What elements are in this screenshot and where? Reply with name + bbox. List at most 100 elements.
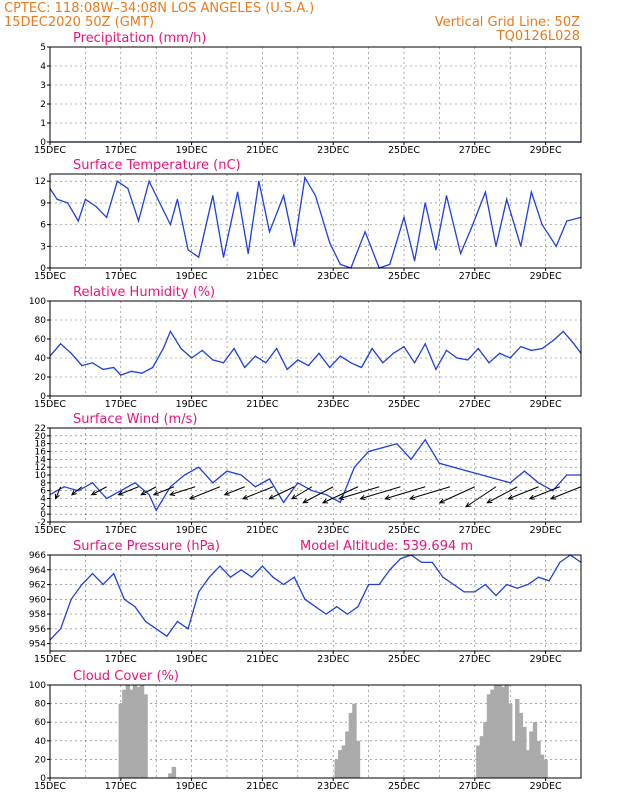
data-point [169,330,171,332]
cloud-bar [529,731,534,778]
wind-vector-head [338,495,345,501]
data-point [414,260,416,262]
x-tick-label: 23DEC [317,271,349,282]
header-location: CPTEC: 118:08W–34:08N LOS ANGELES (U.S.A… [4,1,314,16]
y-tick-label: 956 [29,625,46,635]
y-tick-label: -2 [37,518,46,528]
wind-vector [140,486,157,496]
cloud-bar [493,685,499,778]
x-tick-label: 17DEC [105,399,137,410]
wind-vector-shaft [291,486,313,500]
x-tick-label: 21DEC [246,145,278,156]
wind-vector [302,486,334,504]
header-model-id: TQ0126L028 [496,29,580,44]
data-point [229,576,232,578]
data-point [481,474,483,476]
cloud-bar [497,685,502,778]
wind-vector-shaft [465,486,497,508]
data-point [314,606,317,608]
y-tick-label: 954 [29,640,46,650]
data-point [467,470,469,472]
y-tick-label: 10 [35,471,47,481]
cloud-bar [490,689,495,778]
data-point [212,195,214,197]
data-point [113,366,115,369]
cloud-bar [345,731,350,778]
wind-vector-shaft [439,486,476,504]
data-point [70,352,72,354]
data-point [155,509,157,511]
data-point [134,606,136,608]
wind-vector [338,486,380,501]
data-point [353,466,356,468]
wind-vector [223,486,245,496]
data-point [474,591,476,593]
wind-vector-shaft [487,486,518,504]
x-tick-label: 15DEC [34,399,66,410]
data-point [509,482,511,484]
wind-vector-head [302,498,309,504]
data-point [520,245,522,247]
data-point [392,352,394,354]
cloud-bar [168,773,173,778]
data-point [275,347,278,350]
cloud-bar [118,703,123,778]
wind-vector-head [528,494,535,500]
panel-frame [49,46,582,143]
data-point [424,343,426,345]
wind-vector-shaft [550,486,582,500]
cloud-bar [543,759,548,778]
data-point [254,486,256,488]
x-tick-label: 21DEC [246,271,278,282]
data-point [254,355,256,357]
cloud-bar [511,740,516,778]
data-point [95,205,97,208]
data-point [566,474,568,476]
data-point [155,628,157,630]
data-point [247,252,249,255]
wind-vector-head [188,494,195,500]
data-point [244,366,246,369]
wind-vector-shaft [55,486,62,499]
x-tick-label: 25DEC [388,781,420,792]
cloud-bar [139,685,145,778]
data-point [559,561,561,563]
y-tick-label: 6 [40,221,46,231]
data-point [183,474,186,476]
data-point [396,443,398,445]
data-point [91,572,94,575]
wind-vector-head [90,490,97,496]
series-line-rh [49,329,582,376]
data-point [91,362,94,364]
data-point [265,362,267,364]
data-point [176,198,179,200]
cloud-bar [348,712,354,778]
cloud-bar [508,703,513,778]
x-tick-label: 27DEC [459,271,491,282]
y-tick-label: 4 [40,62,46,72]
panel-frame [49,684,582,779]
wind-vector [268,486,295,500]
x-tick-label: 19DEC [176,654,208,665]
data-point [477,347,479,350]
y-tick-label: 20 [35,432,47,442]
wind-vector-head [290,494,297,500]
y-tick-label: 60 [35,718,47,728]
data-point [176,620,179,623]
y-tick-label: 14 [35,455,47,465]
data-point [573,343,575,345]
panel-frame [49,427,582,523]
x-tick-label: 27DEC [459,654,491,665]
data-point [435,368,437,370]
panel-frame [49,173,582,269]
data-point [325,613,327,615]
cloud-bar [143,694,148,778]
x-tick-label: 25DEC [388,399,420,410]
y-tick-label: 966 [29,551,46,561]
data-point [424,202,426,204]
wind-vector [549,486,582,500]
wind-vector-shaft [118,486,139,496]
data-point [226,470,228,472]
data-point [106,497,108,500]
